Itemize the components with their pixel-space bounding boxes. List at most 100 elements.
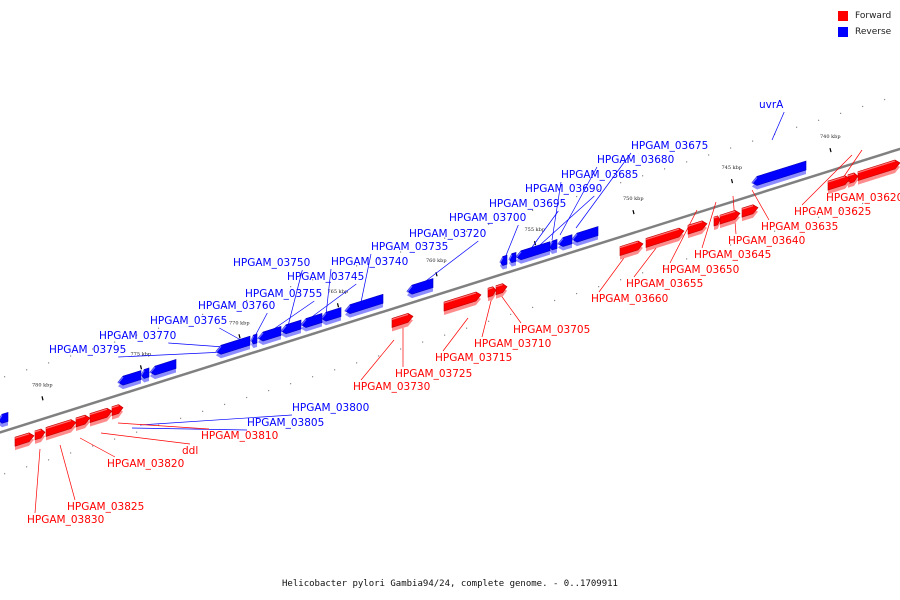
gene-arrow xyxy=(300,313,323,332)
leader-line xyxy=(304,283,357,323)
gene-arrow xyxy=(443,291,482,316)
leader-line xyxy=(751,189,770,221)
leader-line xyxy=(417,240,479,288)
leader-line xyxy=(360,339,395,381)
gene-arrow xyxy=(344,293,384,318)
kbp-tick-label: 760 kbp xyxy=(426,258,447,264)
gene-arrow xyxy=(847,172,859,188)
leader-line xyxy=(701,201,717,249)
kbp-tick-label: 775 kbp xyxy=(131,351,152,357)
gene-arrow xyxy=(257,325,282,346)
reverse-swatch xyxy=(838,26,848,37)
gene-arrow xyxy=(140,367,150,383)
gene-label-forward: HPGAM_03655 xyxy=(626,278,703,290)
tick-marks: 740 kbp 745 kbp 750 kbp 755 kbp 760 kbp 765 k… xyxy=(32,134,841,401)
leader-line xyxy=(801,154,853,206)
gene-arrow xyxy=(320,307,342,326)
gene-arrow xyxy=(406,278,434,299)
gene-label-forward: HPGAM_03825 xyxy=(67,501,144,513)
legend: Forward Reverse xyxy=(838,8,898,40)
kbp-tick xyxy=(238,334,241,339)
gene-label-forward: HPGAM_03710 xyxy=(474,338,551,350)
gene-arrow xyxy=(14,432,35,451)
gene-label-forward: HPGAM_03620 xyxy=(826,192,900,204)
gene-label-reverse: HPGAM_03750 xyxy=(233,257,310,269)
gene-label-forward: HPGAM_03645 xyxy=(694,249,771,261)
gene-arrow xyxy=(215,335,251,359)
leader-line xyxy=(481,296,493,338)
leader-line xyxy=(551,181,562,241)
gene-label-reverse: HPGAM_03805 xyxy=(247,417,324,429)
kbp-tick-label: 745 kbp xyxy=(722,165,743,171)
gene-label-forward: HPGAM_03830 xyxy=(27,514,104,526)
gene-label-reverse: HPGAM_03700 xyxy=(449,212,526,224)
leader-line xyxy=(442,317,469,352)
legend-reverse-label: Reverse xyxy=(855,26,892,37)
leader-line xyxy=(504,224,519,259)
leader-line xyxy=(131,427,248,431)
gene-arrow xyxy=(0,411,9,428)
gene-label-reverse: HPGAM_03680 xyxy=(597,154,674,166)
gene-arrow xyxy=(751,160,807,190)
genome-backbone xyxy=(0,147,900,434)
gene-arrow xyxy=(499,254,508,270)
gene-label-reverse: HPGAM_03800 xyxy=(292,402,369,414)
kbp-tick-label: 755 kbp xyxy=(525,227,546,233)
gene-label-reverse: HPGAM_03695 xyxy=(489,198,566,210)
kbp-tick xyxy=(730,178,734,184)
kbp-tick xyxy=(829,147,832,153)
gene-label-reverse: uvrA xyxy=(759,99,784,111)
gene-label-forward: HPGAM_03660 xyxy=(591,293,668,305)
leader-line xyxy=(139,414,293,426)
gene-label-forward: HPGAM_03730 xyxy=(353,381,430,393)
gene-arrow xyxy=(111,404,124,420)
leader-line xyxy=(575,152,632,229)
gene-label-forward: HPGAM_03820 xyxy=(107,458,184,470)
gene-arrow xyxy=(487,286,497,302)
gene-arrow xyxy=(508,251,517,267)
gene-label-forward: HPGAM_03705 xyxy=(513,324,590,336)
kbp-tick-label: 770 kbp xyxy=(229,320,250,326)
gene-features xyxy=(0,159,900,451)
gene-arrow xyxy=(34,428,46,444)
dotted-guides xyxy=(4,98,886,475)
gene-arrow xyxy=(75,414,91,431)
leader-line xyxy=(117,422,210,430)
gene-arrow xyxy=(571,226,599,247)
leader-line xyxy=(34,448,41,514)
forward-swatch xyxy=(838,10,848,21)
kbp-tick xyxy=(336,303,340,308)
gene-label-forward: ddl xyxy=(182,445,198,457)
gene-label-reverse: HPGAM_03745 xyxy=(287,271,364,283)
gene-arrow xyxy=(280,319,302,338)
gene-arrow xyxy=(557,234,573,251)
gene-arrow xyxy=(713,215,721,230)
gene-label-forward: HPGAM_03810 xyxy=(201,430,278,442)
gene-label-reverse: HPGAM_03765 xyxy=(150,315,227,327)
leader-line xyxy=(253,312,268,339)
gene-arrow xyxy=(719,210,741,229)
gene-arrow xyxy=(391,313,414,332)
gene-label-forward: HPGAM_03725 xyxy=(395,368,472,380)
kbp-tick xyxy=(41,396,44,401)
leader-line xyxy=(267,300,315,334)
leader-line xyxy=(359,253,372,308)
gene-arrow xyxy=(687,220,708,239)
leader-line xyxy=(325,268,332,316)
gene-arrow xyxy=(250,333,258,349)
leader-line xyxy=(539,195,595,246)
kbp-tick xyxy=(139,365,143,370)
gene-label-reverse: HPGAM_03770 xyxy=(99,330,176,342)
kbp-tick xyxy=(632,210,635,215)
legend-forward-label: Forward xyxy=(855,10,892,21)
gene-label-reverse: HPGAM_03755 xyxy=(245,288,322,300)
gene-arrow xyxy=(827,175,851,195)
gene-label-reverse: HPGAM_03735 xyxy=(371,241,448,253)
gene-arrow xyxy=(495,283,508,299)
leader-line xyxy=(529,210,559,251)
gene-label-reverse: HPGAM_03720 xyxy=(409,228,486,240)
gene-arrow xyxy=(149,359,177,380)
gene-label-reverse: HPGAM_03795 xyxy=(49,344,126,356)
leader-line xyxy=(559,166,598,236)
